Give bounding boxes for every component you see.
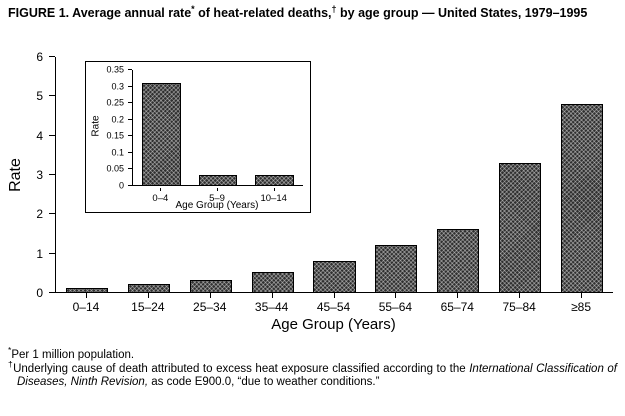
bar-35–44 xyxy=(251,272,294,292)
footnote-per-million: *Per 1 million population. xyxy=(8,346,617,363)
bar-slot xyxy=(242,57,304,292)
footnote-dagger: † xyxy=(8,358,14,369)
footnote-asterisk: * xyxy=(8,345,12,356)
inset-x-axis-title: Age Group (Years) xyxy=(175,200,259,211)
footnote-icd-text-post: as code E900.0, “due to weather conditio… xyxy=(148,376,380,388)
y-tick-mark xyxy=(128,185,132,186)
bar-slot xyxy=(427,57,489,292)
x-tick-label: 15–24 xyxy=(117,293,179,314)
footnote-icd-text-pre: Underlying cause of death attributed to … xyxy=(13,362,470,375)
inset-plot-area xyxy=(132,70,303,186)
y-tick-mark xyxy=(128,102,132,104)
y-tick-label: 0 xyxy=(36,286,43,300)
bar-slot xyxy=(246,70,303,185)
y-tick-mark xyxy=(49,292,55,293)
bar-slot xyxy=(489,57,551,292)
y-tick-label: 0.15 xyxy=(106,130,124,141)
x-tick-label: 45–54 xyxy=(303,293,365,314)
footnote-icd: †Underlying cause of death attributed to… xyxy=(8,359,617,390)
y-tick-label: 0.2 xyxy=(111,114,124,125)
x-tick-label: 35–44 xyxy=(241,293,303,314)
figure-title-text-mid: of heat-related deaths, xyxy=(194,6,332,20)
bar-slot xyxy=(133,70,190,185)
bar-75–84 xyxy=(499,162,542,292)
bar-25–34 xyxy=(189,280,232,292)
y-tick-mark xyxy=(49,56,55,57)
title-asterisk: * xyxy=(191,3,195,14)
bar-slot xyxy=(190,70,247,185)
y-tick-label: 0.35 xyxy=(106,64,124,75)
x-tick-label: ≥85 xyxy=(550,293,612,314)
figure-title-text-post: by age group — United States, 1979–1995 xyxy=(336,6,588,20)
x-tick-label: 25–34 xyxy=(179,293,241,314)
footnote-icd-italic: International Classification of Diseases… xyxy=(17,362,617,389)
figure-title: FIGURE 1. Average annual rate* of heat-r… xyxy=(8,3,617,21)
x-tick-label: 75–84 xyxy=(488,293,550,314)
y-tick-label: 1 xyxy=(36,246,43,261)
y-tick-label: 6 xyxy=(36,50,43,64)
y-tick-mark xyxy=(128,118,132,120)
bar-slot xyxy=(365,57,427,292)
bar-15–24 xyxy=(127,284,170,292)
bar-0–4 xyxy=(142,83,181,185)
x-tick-label: 55–64 xyxy=(364,293,426,314)
inset-x-axis-ticks: 0–4 5–9 10–14 xyxy=(132,188,302,204)
x-tick-label: 0–14 xyxy=(55,293,117,314)
y-tick-mark xyxy=(128,151,132,153)
bar-65–74 xyxy=(437,229,480,292)
bar-slot xyxy=(551,57,613,292)
plot-area: Rate 0 0.05 0.1 0.15 0.2 0.25 0.3 0.35 0–4 5–9 10… xyxy=(55,57,613,293)
bar-slot xyxy=(180,57,242,292)
x-tick-label: 10–14 xyxy=(245,188,302,204)
x-axis-title: Age Group (Years) xyxy=(271,316,396,333)
y-tick-label: 0.25 xyxy=(106,97,124,108)
y-tick-label: 0 xyxy=(118,180,124,191)
bar-slot xyxy=(118,57,180,292)
y-tick-mark xyxy=(49,95,55,97)
inset-bars xyxy=(133,70,303,185)
footnotes: *Per 1 million population. †Underlying c… xyxy=(8,346,617,390)
y-tick-label: 5 xyxy=(36,89,43,104)
y-tick-mark xyxy=(128,168,132,170)
y-tick-label: 0.3 xyxy=(111,81,124,92)
x-axis-ticks: 0–14 15–24 25–34 35–44 45–54 55–64 65–74 75–84 ≥… xyxy=(55,293,612,314)
bar-0–14 xyxy=(65,288,108,292)
footnote-per-million-text: Per 1 million population. xyxy=(11,349,135,361)
inset-y-axis-ticks: 0 0.05 0.1 0.15 0.2 0.25 0.3 0.35 xyxy=(86,65,132,190)
y-tick-mark xyxy=(128,85,132,87)
y-tick-mark xyxy=(128,69,132,70)
bar-slot xyxy=(56,57,118,292)
y-tick-label: 3 xyxy=(36,168,43,182)
y-tick-label: 2 xyxy=(36,207,43,222)
bar-45–54 xyxy=(313,260,356,292)
y-tick-mark xyxy=(49,252,55,254)
bar-5–9 xyxy=(198,175,238,185)
bar-55–64 xyxy=(375,245,418,292)
y-tick-mark xyxy=(49,174,55,175)
x-tick-label: 65–74 xyxy=(426,293,488,314)
title-dagger: † xyxy=(331,3,337,14)
figure-title-text: FIGURE 1. Average annual rate xyxy=(8,6,192,20)
bar-slot xyxy=(304,57,366,292)
y-tick-label: 4 xyxy=(36,128,43,143)
inset-chart: Rate 0 0.05 0.1 0.15 0.2 0.25 0.3 0.35 0–4 5–9 10… xyxy=(85,61,311,213)
y-tick-mark xyxy=(49,134,55,136)
main-bars xyxy=(56,57,613,292)
y-tick-label: 0.05 xyxy=(106,163,124,174)
bar-≥85 xyxy=(561,104,604,292)
bar-10–14 xyxy=(255,175,294,185)
y-tick-mark xyxy=(49,213,55,215)
x-tick-label: 5–9 xyxy=(189,188,246,204)
y-tick-mark xyxy=(128,135,132,137)
x-tick-label: 0–4 xyxy=(132,188,189,204)
y-tick-label: 0.1 xyxy=(111,147,124,158)
y-axis-ticks: 0 1 2 3 4 5 6 xyxy=(0,51,55,299)
